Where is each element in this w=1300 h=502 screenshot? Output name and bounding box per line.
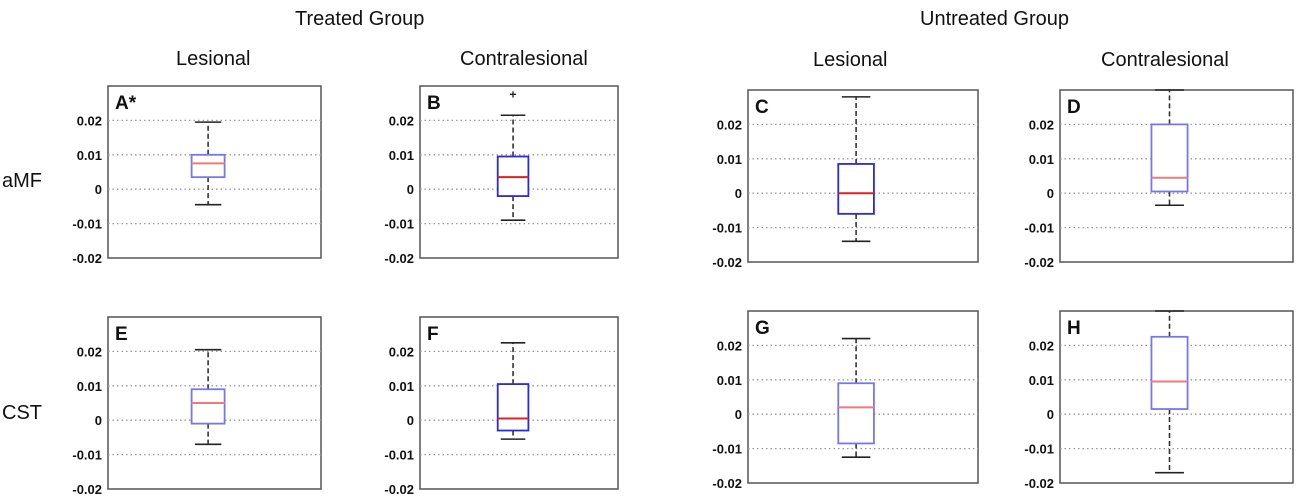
y-tick-label: -0.02 (384, 482, 414, 497)
boxplot-panel-c: -0.02 -0.01 0 0.01 0.02 C (712, 89, 979, 270)
y-tick-label: 0.02 (717, 338, 742, 353)
y-tick-label: 0 (1047, 407, 1054, 422)
y-tick-label: 0.02 (1029, 117, 1054, 132)
column-header-untreated-contralesional: Contralesional (1101, 49, 1229, 71)
boxplot-panel-b: -0.02 -0.01 0 0.01 0.02 B + (384, 85, 619, 266)
boxplot-panel-f: -0.02 -0.01 0 0.01 0.02 F (384, 316, 619, 497)
y-tick-label: 0 (407, 182, 414, 197)
y-tick-label: 0.02 (1029, 338, 1054, 353)
row-label-amf: aMF (2, 170, 42, 192)
y-tick-label: -0.02 (72, 482, 102, 497)
panel-letter-h: H (1067, 318, 1081, 339)
panel-letter-c: C (755, 97, 769, 118)
y-tick-label: -0.02 (712, 476, 742, 491)
y-tick-label: 0.02 (389, 344, 414, 359)
y-tick-label: 0.02 (77, 113, 102, 128)
y-tick-label: -0.01 (712, 442, 742, 457)
y-tick-label: 0.02 (717, 117, 742, 132)
y-tick-label: -0.02 (1024, 476, 1054, 491)
y-tick-label: 0.01 (1029, 152, 1054, 167)
y-tick-label: -0.01 (1024, 442, 1054, 457)
boxplot-panel-h: -0.02 -0.01 0 0.01 0.02 H (1024, 310, 1294, 491)
panel-letter-g: G (755, 318, 770, 339)
iqr-box (496, 383, 530, 432)
boxplot-panel-d: -0.02 -0.01 0 0.01 0.02 D (1024, 89, 1294, 270)
plot-frame-e (107, 316, 322, 490)
iqr-box (190, 388, 226, 425)
y-tick-label: -0.01 (384, 448, 414, 463)
y-tick-label: 0 (407, 413, 414, 428)
panel-letter-f: F (427, 324, 439, 345)
y-tick-label: -0.01 (72, 448, 102, 463)
column-header-treated-contralesional: Contralesional (460, 48, 588, 70)
y-tick-label: -0.02 (384, 251, 414, 266)
panel-letter-b: B (427, 93, 441, 114)
boxplot-panel-g: -0.02 -0.01 0 0.01 0.02 G (712, 310, 979, 491)
y-tick-label: 0.01 (717, 373, 742, 388)
row-label-cst: CST (2, 402, 42, 424)
y-tick-label: 0.01 (389, 379, 414, 394)
iqr-box (837, 382, 875, 445)
y-tick-label: 0.01 (77, 148, 102, 163)
treated-group-title: Treated Group (295, 8, 425, 30)
y-tick-label: 0.02 (389, 113, 414, 128)
y-tick-label: -0.01 (384, 217, 414, 232)
panel-letter-e: E (115, 324, 128, 345)
outlier-point: + (510, 88, 517, 102)
y-tick-label: 0.02 (77, 344, 102, 359)
y-tick-label: 0 (95, 413, 102, 428)
iqr-box (190, 153, 226, 179)
y-tick-label: 0 (95, 182, 102, 197)
boxplot-panel-e: -0.02 -0.01 0 0.01 0.02 E (72, 316, 322, 497)
y-tick-label: -0.01 (72, 217, 102, 232)
iqr-box (837, 163, 875, 215)
y-tick-label: 0 (1047, 186, 1054, 201)
y-tick-label: -0.02 (72, 251, 102, 266)
y-tick-label: 0.01 (389, 148, 414, 163)
y-tick-label: 0.01 (77, 379, 102, 394)
panel-letter-d: D (1067, 97, 1081, 118)
panel-letter-a: A* (115, 93, 137, 114)
y-tick-label: 0.01 (717, 152, 742, 167)
y-tick-label: -0.01 (1024, 221, 1054, 236)
untreated-group-title: Untreated Group (920, 8, 1069, 30)
column-header-treated-lesional: Lesional (176, 48, 251, 70)
iqr-box (1150, 335, 1189, 410)
boxplot-panel-a: -0.02 -0.01 0 0.01 0.02 A* (72, 85, 322, 266)
column-header-untreated-lesional: Lesional (813, 49, 888, 71)
y-tick-label: -0.02 (1024, 255, 1054, 270)
y-tick-label: -0.01 (712, 221, 742, 236)
y-tick-label: 0.01 (1029, 373, 1054, 388)
y-tick-label: 0 (735, 407, 742, 422)
iqr-box (1150, 123, 1189, 193)
y-tick-label: -0.02 (712, 255, 742, 270)
y-tick-label: 0 (735, 186, 742, 201)
